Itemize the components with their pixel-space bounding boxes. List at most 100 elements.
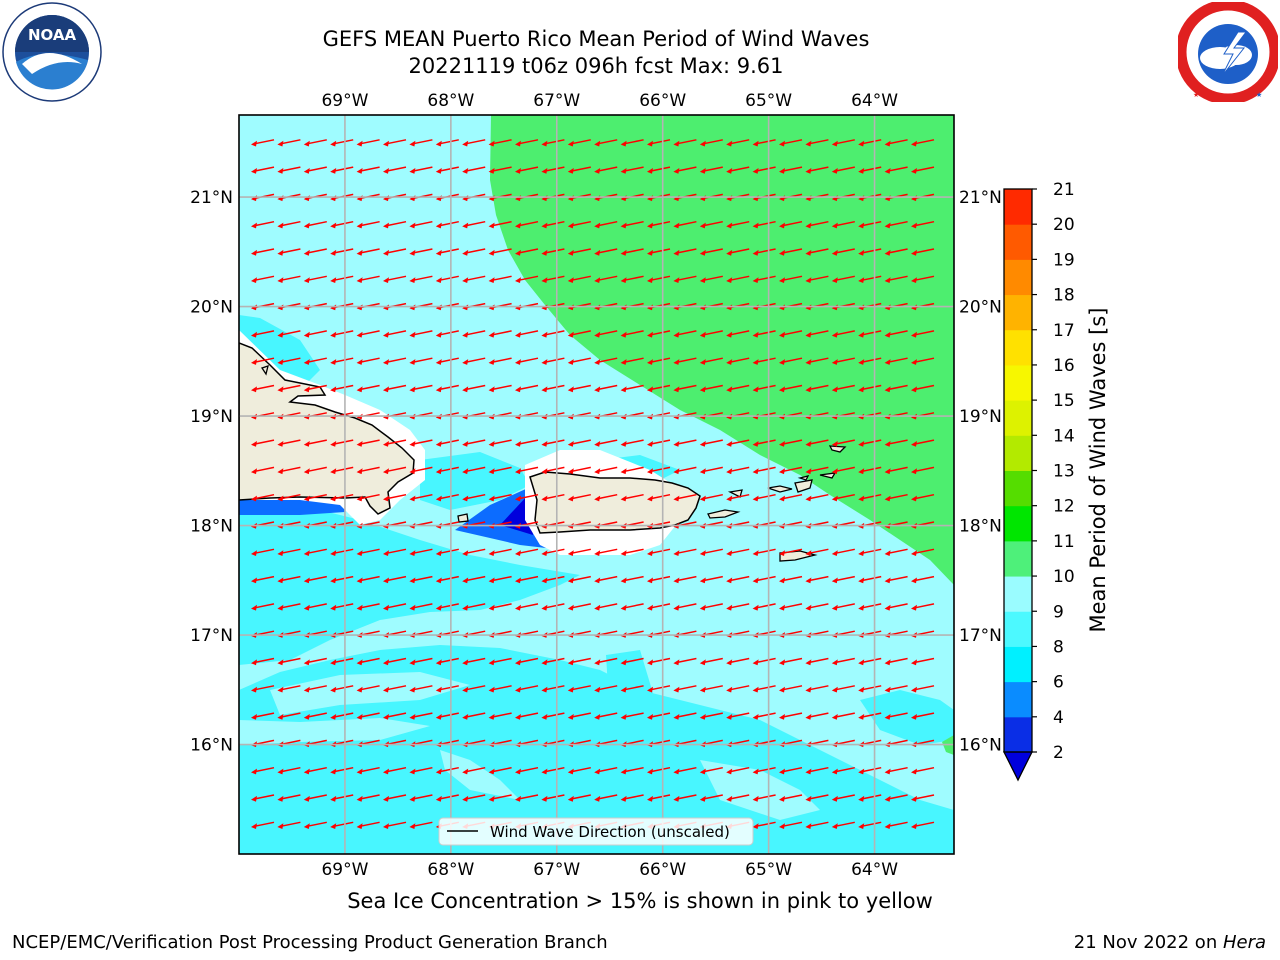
wind-arrow bbox=[620, 794, 644, 802]
forecast-subtitle: 20221119 t06z 096h fcst Max: 9.61 bbox=[408, 54, 784, 78]
wind-arrow bbox=[779, 166, 803, 174]
wind-arrow bbox=[831, 275, 855, 283]
wind-arrow bbox=[858, 821, 882, 829]
wind-arrow bbox=[752, 330, 776, 338]
wind-arrow bbox=[726, 493, 750, 502]
wind-arrow bbox=[699, 493, 723, 502]
wind-arrow bbox=[858, 603, 882, 611]
wind-arrow bbox=[303, 657, 327, 666]
colorbar-segment bbox=[1004, 540, 1032, 577]
wind-arrow bbox=[779, 766, 803, 775]
wind-arrow bbox=[409, 766, 433, 775]
wind-arrow bbox=[251, 548, 275, 556]
wind-arrow bbox=[884, 766, 908, 775]
wind-arrow bbox=[858, 466, 882, 475]
wind-arrow bbox=[541, 330, 565, 338]
wind-arrow bbox=[858, 275, 882, 283]
wind-arrow bbox=[594, 384, 618, 393]
wind-arrow bbox=[620, 139, 644, 147]
wind-arrow bbox=[383, 330, 407, 338]
wind-arrow bbox=[488, 357, 512, 365]
colorbar-segment bbox=[1004, 470, 1032, 507]
wind-arrow bbox=[435, 766, 459, 775]
wind-arrow bbox=[831, 603, 855, 611]
wind-arrow bbox=[620, 548, 644, 556]
wind-arrow bbox=[541, 166, 565, 174]
wind-arrow bbox=[858, 248, 882, 256]
wind-arrow bbox=[647, 439, 671, 447]
wind-arrow bbox=[620, 220, 644, 229]
wind-arrow bbox=[277, 439, 301, 447]
wind-arrow bbox=[805, 439, 829, 447]
wind-arrow bbox=[541, 657, 565, 666]
wind-arrow bbox=[383, 794, 407, 802]
wind-arrow bbox=[567, 766, 591, 775]
wind-arrow bbox=[541, 275, 565, 283]
wind-arrow bbox=[752, 357, 776, 365]
wind-arrow bbox=[752, 657, 776, 666]
graticule bbox=[239, 115, 954, 854]
wind-arrow bbox=[831, 685, 855, 693]
wind-arrow bbox=[383, 439, 407, 447]
wind-arrow bbox=[911, 548, 935, 556]
wind-arrow bbox=[303, 139, 327, 147]
wind-arrow bbox=[726, 466, 750, 475]
wind-arrow bbox=[752, 166, 776, 174]
wind-arrow bbox=[330, 766, 354, 775]
wind-arrow bbox=[409, 493, 433, 502]
lat-tick-label-right: 17°N bbox=[959, 626, 1002, 646]
wind-arrow bbox=[567, 275, 591, 283]
wind-arrow bbox=[594, 357, 618, 365]
wind-arrow bbox=[647, 248, 671, 256]
wind-arrow bbox=[567, 712, 591, 720]
wind-arrow bbox=[409, 548, 433, 556]
wind-arrow bbox=[805, 357, 829, 365]
wind-arrow bbox=[726, 766, 750, 775]
wind-arrow bbox=[805, 548, 829, 556]
wind-arrow bbox=[911, 275, 935, 283]
wind-arrow bbox=[541, 766, 565, 775]
wind-arrow bbox=[831, 220, 855, 229]
wind-arrow bbox=[567, 657, 591, 666]
wind-arrow bbox=[303, 166, 327, 174]
wind-arrow bbox=[858, 794, 882, 802]
wind-arrow bbox=[409, 603, 433, 611]
wind-arrow bbox=[356, 439, 380, 447]
wind-arrow bbox=[858, 685, 882, 693]
wind-arrow bbox=[488, 548, 512, 556]
colorbar-tick-label: 16 bbox=[1053, 356, 1075, 376]
wind-arrow bbox=[277, 603, 301, 611]
wind-arrow bbox=[647, 166, 671, 174]
wind-arrow bbox=[699, 712, 723, 720]
wind-arrow bbox=[673, 330, 697, 338]
star-icon: ★ bbox=[1193, 91, 1199, 99]
wind-arrow bbox=[356, 466, 380, 475]
wind-arrow bbox=[779, 275, 803, 283]
wind-arrow bbox=[884, 139, 908, 147]
colorbar-segment bbox=[1004, 400, 1032, 436]
wind-arrow bbox=[541, 493, 565, 502]
wind-legend: Wind Wave Direction (unscaled) bbox=[438, 817, 754, 846]
noaa-logo-text: NOAA bbox=[28, 26, 77, 44]
wind-arrow bbox=[567, 794, 591, 802]
wind-arrow bbox=[699, 466, 723, 475]
wind-arrow bbox=[488, 139, 512, 147]
wind-arrow bbox=[356, 357, 380, 365]
wind-arrow bbox=[330, 794, 354, 802]
wind-arrow bbox=[647, 685, 671, 693]
wind-arrow bbox=[699, 439, 723, 447]
wind-arrow bbox=[488, 439, 512, 447]
wind-arrow bbox=[330, 466, 354, 475]
wind-arrow bbox=[462, 139, 486, 147]
wind-arrow bbox=[911, 384, 935, 393]
wind-arrow bbox=[884, 685, 908, 693]
wind-arrow bbox=[409, 166, 433, 174]
wind-arrow bbox=[647, 384, 671, 393]
wind-arrow bbox=[726, 794, 750, 802]
wind-arrow bbox=[567, 466, 591, 475]
lat-tick-label-left: 16°N bbox=[190, 736, 233, 756]
wind-arrow bbox=[303, 493, 327, 502]
wind-arrow bbox=[699, 275, 723, 283]
wind-arrow bbox=[699, 603, 723, 611]
wind-arrow bbox=[911, 603, 935, 611]
